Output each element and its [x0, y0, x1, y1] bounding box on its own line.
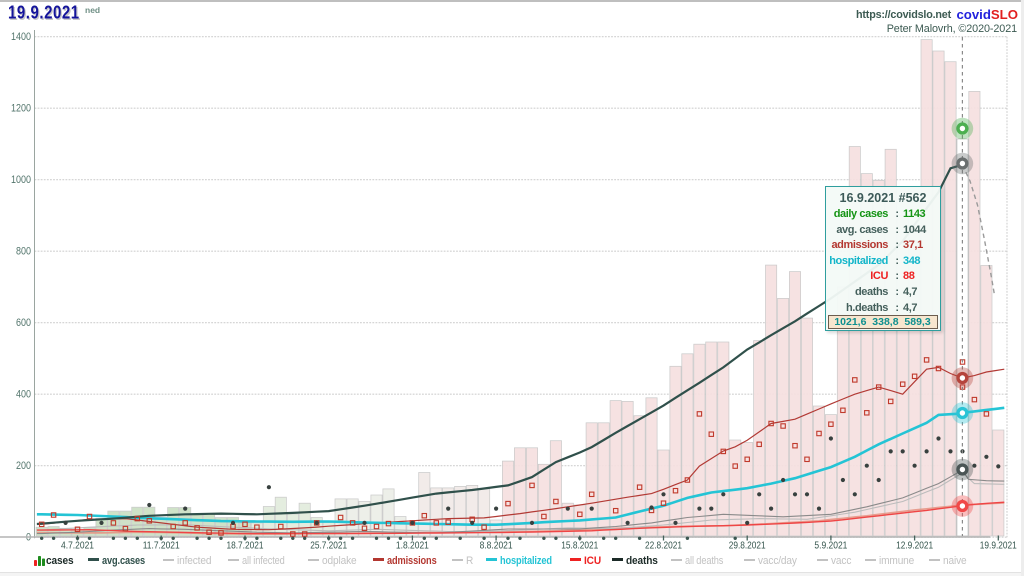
svg-text:200: 200 — [16, 460, 31, 472]
svg-text:18.7.2021: 18.7.2021 — [227, 540, 264, 552]
svg-text:400: 400 — [16, 389, 31, 401]
svg-text:600: 600 — [16, 317, 31, 329]
svg-text:29.8.2021: 29.8.2021 — [729, 540, 766, 552]
svg-text:5.9.2021: 5.9.2021 — [814, 540, 847, 552]
svg-text:11.7.2021: 11.7.2021 — [143, 540, 180, 552]
svg-text:800: 800 — [16, 246, 31, 258]
svg-text:22.8.2021: 22.8.2021 — [645, 540, 682, 552]
svg-text:19.9.2021: 19.9.2021 — [980, 540, 1017, 552]
svg-text:12.9.2021: 12.9.2021 — [896, 540, 933, 552]
svg-text:4.7.2021: 4.7.2021 — [61, 540, 94, 552]
svg-text:8.8.2021: 8.8.2021 — [480, 540, 513, 552]
svg-text:1200: 1200 — [11, 103, 31, 115]
svg-text:1.8.2021: 1.8.2021 — [396, 540, 429, 552]
svg-text:1000: 1000 — [11, 174, 31, 186]
svg-text:25.7.2021: 25.7.2021 — [310, 540, 347, 552]
svg-text:1400: 1400 — [11, 31, 31, 43]
svg-text:15.8.2021: 15.8.2021 — [561, 540, 598, 552]
